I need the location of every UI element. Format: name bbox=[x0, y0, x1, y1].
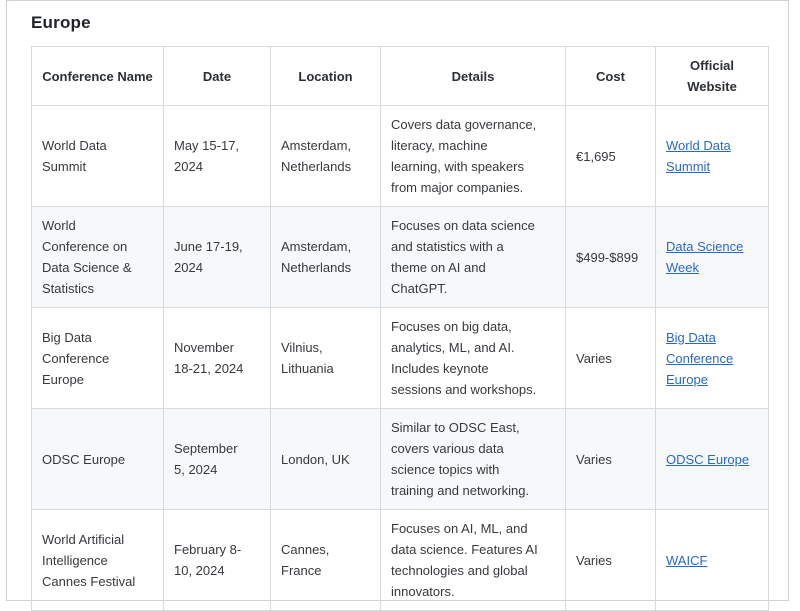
conference-table: Conference Name Date Location Details Co… bbox=[31, 46, 769, 611]
cell-date: November 18-21, 2024 bbox=[163, 307, 271, 409]
cell-details: Focuses on data science and statistics w… bbox=[380, 206, 566, 308]
website-link[interactable]: World Data Summit bbox=[666, 138, 731, 174]
cell-official-website: ODSC Europe bbox=[655, 408, 769, 510]
cell-conference-name: Big Data Conference Europe bbox=[31, 307, 164, 409]
cell-official-website: WAICF bbox=[655, 509, 769, 611]
cell-cost: Varies bbox=[565, 307, 656, 409]
cell-cost: Varies bbox=[565, 509, 656, 611]
table-row: World Conference on Data Science & Stati… bbox=[31, 206, 769, 308]
cell-details: Focuses on AI, ML, and data science. Fea… bbox=[380, 509, 566, 611]
website-link[interactable]: ODSC Europe bbox=[666, 451, 750, 467]
cell-location: Vilnius, Lithuania bbox=[270, 307, 381, 409]
cell-cost: €1,695 bbox=[565, 105, 656, 207]
page-title: Europe bbox=[31, 13, 91, 32]
cell-conference-name: World Conference on Data Science & Stati… bbox=[31, 206, 164, 308]
cell-location: Amsterdam, Netherlands bbox=[270, 206, 381, 308]
cell-conference-name: World Data Summit bbox=[31, 105, 164, 207]
table-row: World Data Summit May 15-17, 2024 Amster… bbox=[31, 105, 769, 207]
cell-conference-name: World Artificial Intelligence Cannes Fes… bbox=[31, 509, 164, 611]
website-link[interactable]: Big Data Conference Europe bbox=[666, 329, 734, 387]
table-row: ODSC Europe September 5, 2024 London, UK… bbox=[31, 408, 769, 510]
cell-cost: $499-$899 bbox=[565, 206, 656, 308]
website-link[interactable]: Data Science Week bbox=[666, 239, 744, 275]
cell-official-website: World Data Summit bbox=[655, 105, 769, 207]
cell-date: September 5, 2024 bbox=[163, 408, 271, 510]
cell-cost: Varies bbox=[565, 408, 656, 510]
cell-date: February 8-10, 2024 bbox=[163, 509, 271, 611]
website-link[interactable]: WAICF bbox=[666, 552, 708, 568]
header-row: Conference Name Date Location Details Co… bbox=[31, 46, 769, 106]
col-header-conference-name: Conference Name bbox=[31, 46, 164, 106]
cell-location: Amsterdam, Netherlands bbox=[270, 105, 381, 207]
cell-location: London, UK bbox=[270, 408, 381, 510]
col-header-details: Details bbox=[380, 46, 566, 106]
cell-official-website: Data Science Week bbox=[655, 206, 769, 308]
cell-details: Similar to ODSC East, covers various dat… bbox=[380, 408, 566, 510]
table-row: World Artificial Intelligence Cannes Fes… bbox=[31, 509, 769, 611]
cell-details: Focuses on big data, analytics, ML, and … bbox=[380, 307, 566, 409]
cell-details: Covers data governance, literacy, machin… bbox=[380, 105, 566, 207]
col-header-cost: Cost bbox=[565, 46, 656, 106]
col-header-location: Location bbox=[270, 46, 381, 106]
page-frame: Europe Conference Name Date Location Det… bbox=[6, 0, 789, 611]
cell-conference-name: ODSC Europe bbox=[31, 408, 164, 510]
table-row: Big Data Conference Europe November 18-2… bbox=[31, 307, 769, 409]
cell-date: May 15-17, 2024 bbox=[163, 105, 271, 207]
col-header-date: Date bbox=[163, 46, 271, 106]
cell-date: June 17-19, 2024 bbox=[163, 206, 271, 308]
cell-location: Cannes, France bbox=[270, 509, 381, 611]
col-header-official-website: Official Website bbox=[655, 46, 769, 106]
cell-official-website: Big Data Conference Europe bbox=[655, 307, 769, 409]
